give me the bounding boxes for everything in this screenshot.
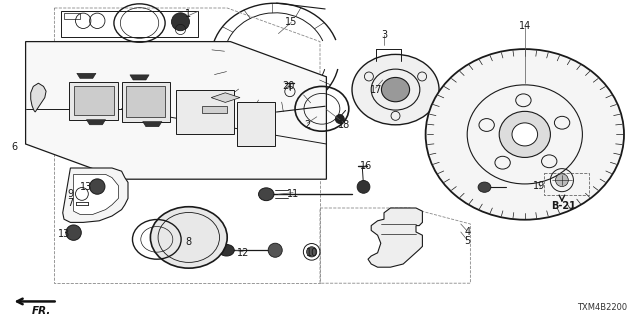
Polygon shape bbox=[69, 82, 118, 120]
Ellipse shape bbox=[90, 179, 105, 194]
Text: 4: 4 bbox=[464, 227, 470, 237]
Text: 7: 7 bbox=[67, 198, 74, 208]
Polygon shape bbox=[77, 73, 96, 78]
Ellipse shape bbox=[357, 180, 370, 193]
Text: 20: 20 bbox=[282, 81, 294, 92]
Text: 13: 13 bbox=[80, 182, 93, 192]
Ellipse shape bbox=[381, 77, 410, 102]
Text: 12: 12 bbox=[237, 248, 250, 258]
Text: 8: 8 bbox=[186, 236, 192, 247]
Ellipse shape bbox=[352, 54, 439, 125]
Text: 15: 15 bbox=[285, 17, 298, 28]
Text: 2: 2 bbox=[304, 120, 310, 130]
Polygon shape bbox=[368, 208, 422, 267]
Polygon shape bbox=[126, 86, 165, 117]
Text: 19: 19 bbox=[532, 180, 545, 191]
Text: TXM4B2200: TXM4B2200 bbox=[577, 303, 627, 312]
Polygon shape bbox=[86, 120, 106, 125]
Ellipse shape bbox=[426, 49, 624, 220]
Text: 13: 13 bbox=[58, 228, 70, 239]
Text: 3: 3 bbox=[381, 30, 387, 40]
Ellipse shape bbox=[172, 13, 189, 31]
Text: 18: 18 bbox=[338, 120, 351, 130]
Ellipse shape bbox=[556, 174, 568, 187]
Polygon shape bbox=[31, 83, 46, 112]
Ellipse shape bbox=[150, 207, 227, 268]
Polygon shape bbox=[130, 75, 149, 80]
Ellipse shape bbox=[66, 225, 81, 240]
Ellipse shape bbox=[478, 182, 491, 192]
Polygon shape bbox=[63, 168, 128, 222]
Text: 5: 5 bbox=[464, 236, 470, 246]
Text: FR.: FR. bbox=[32, 306, 51, 316]
Polygon shape bbox=[202, 106, 227, 113]
Ellipse shape bbox=[307, 247, 317, 257]
Ellipse shape bbox=[335, 115, 344, 124]
Polygon shape bbox=[176, 90, 234, 134]
Text: B-21: B-21 bbox=[551, 201, 575, 212]
Polygon shape bbox=[143, 122, 162, 127]
Polygon shape bbox=[74, 174, 118, 214]
Text: 11: 11 bbox=[287, 188, 300, 199]
Ellipse shape bbox=[259, 188, 274, 201]
Polygon shape bbox=[74, 86, 114, 115]
Polygon shape bbox=[237, 102, 275, 146]
Text: 6: 6 bbox=[11, 142, 17, 152]
Text: 10: 10 bbox=[305, 248, 318, 258]
Polygon shape bbox=[122, 82, 170, 122]
Ellipse shape bbox=[499, 111, 550, 157]
Polygon shape bbox=[26, 42, 326, 179]
Text: 14: 14 bbox=[518, 20, 531, 31]
Text: 17: 17 bbox=[369, 84, 382, 95]
Ellipse shape bbox=[268, 243, 282, 257]
Text: 1: 1 bbox=[184, 9, 191, 20]
Ellipse shape bbox=[512, 123, 538, 146]
Text: 9: 9 bbox=[67, 188, 74, 199]
Ellipse shape bbox=[219, 244, 234, 256]
Text: 16: 16 bbox=[360, 161, 372, 172]
Polygon shape bbox=[211, 93, 240, 102]
